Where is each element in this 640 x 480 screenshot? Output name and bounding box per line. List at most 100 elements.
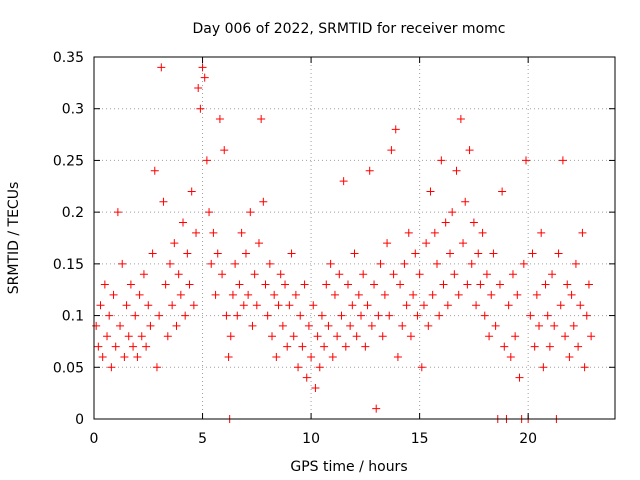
data-point (385, 311, 394, 320)
data-point (92, 321, 101, 330)
data-point (194, 84, 203, 93)
data-point (554, 249, 563, 258)
data-point (567, 290, 576, 299)
data-point (300, 280, 309, 289)
data-point (298, 342, 307, 351)
data-point (526, 311, 535, 320)
data-point (270, 290, 279, 299)
data-point (404, 228, 413, 237)
data-point (550, 321, 559, 330)
y-tick-label: 0.1 (62, 309, 84, 325)
data-point (155, 311, 164, 320)
data-point (98, 352, 107, 361)
data-point (372, 404, 381, 413)
data-point (185, 280, 194, 289)
data-point (446, 249, 455, 258)
data-point (241, 249, 250, 258)
data-point (515, 373, 524, 382)
data-point (235, 280, 244, 289)
data-point (326, 259, 335, 268)
x-tick-label: 15 (411, 431, 429, 447)
y-tick-label: 0.2 (62, 205, 84, 221)
data-point (406, 332, 415, 341)
data-point (207, 259, 216, 268)
x-tick-label: 20 (519, 431, 537, 447)
data-point (170, 239, 179, 248)
data-point (343, 280, 352, 289)
data-point (376, 259, 385, 268)
data-point (274, 301, 283, 310)
x-tick-label: 5 (198, 431, 207, 447)
data-point (246, 208, 255, 217)
data-point (150, 166, 159, 175)
data-point (330, 290, 339, 299)
data-point (116, 321, 125, 330)
data-point (469, 218, 478, 227)
data-point (476, 280, 485, 289)
data-point (307, 352, 316, 361)
data-point (409, 290, 418, 299)
data-point (148, 249, 157, 258)
data-point (539, 363, 548, 372)
data-point (428, 290, 437, 299)
data-point (335, 270, 344, 279)
data-point (205, 208, 214, 217)
data-point (548, 270, 557, 279)
data-point (239, 301, 248, 310)
data-point (519, 259, 528, 268)
data-point (168, 301, 177, 310)
data-points-layer (92, 63, 596, 423)
data-point (380, 290, 389, 299)
data-point (400, 259, 409, 268)
data-point (482, 270, 491, 279)
x-axis-label: GPS time / hours (290, 459, 407, 475)
data-point (528, 249, 537, 258)
data-point (202, 156, 211, 165)
data-point (578, 228, 587, 237)
data-point (448, 208, 457, 217)
data-point (294, 363, 303, 372)
data-point (231, 259, 240, 268)
data-point (304, 321, 313, 330)
data-point (252, 301, 261, 310)
data-point (100, 280, 109, 289)
data-point (537, 228, 546, 237)
data-point (437, 156, 446, 165)
data-point (96, 301, 105, 310)
data-point (174, 270, 183, 279)
data-point (248, 321, 257, 330)
data-point (289, 332, 298, 341)
data-point (504, 301, 513, 310)
data-point (463, 280, 472, 289)
data-point (419, 301, 428, 310)
data-point (439, 280, 448, 289)
data-point (309, 301, 318, 310)
data-point (352, 332, 361, 341)
data-point (491, 321, 500, 330)
data-point (389, 270, 398, 279)
data-point (276, 270, 285, 279)
data-point (296, 311, 305, 320)
data-point (137, 332, 146, 341)
data-point (506, 352, 515, 361)
data-point (359, 270, 368, 279)
data-point (374, 311, 383, 320)
data-point (113, 208, 122, 217)
data-point (402, 301, 411, 310)
data-point (415, 270, 424, 279)
data-point (361, 342, 370, 351)
data-point (582, 311, 591, 320)
data-point (378, 332, 387, 341)
data-point (532, 290, 541, 299)
data-point (103, 332, 112, 341)
data-point (192, 228, 201, 237)
data-point (495, 280, 504, 289)
data-point (133, 352, 142, 361)
data-point (111, 342, 120, 351)
data-point (511, 332, 520, 341)
data-point (259, 197, 268, 206)
data-point (233, 311, 242, 320)
data-point (328, 352, 337, 361)
y-tick-label: 0.3 (62, 102, 84, 118)
data-point (183, 249, 192, 258)
